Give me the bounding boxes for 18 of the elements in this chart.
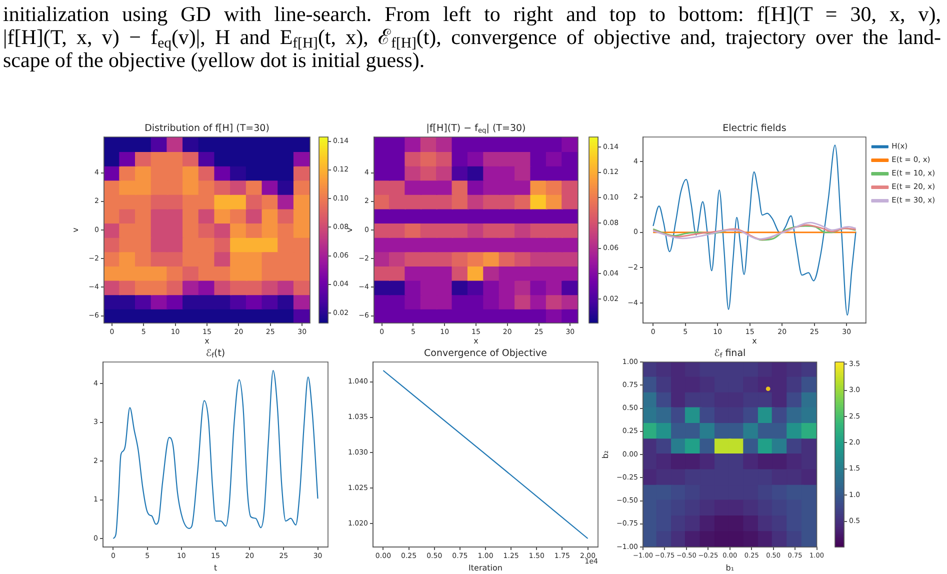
- line-series: [652, 144, 856, 316]
- chart-title: ℰ$_{f}$(t): [204, 348, 226, 360]
- x-axis-title: b₁: [726, 563, 734, 572]
- chart-title: Electric fields: [722, 123, 788, 135]
- chart-title: ℰ$_{f}$ final: [713, 348, 747, 360]
- y-axis-title: v: [70, 227, 80, 232]
- x-axis-title: x: [474, 336, 479, 346]
- chart-title: Convergence of Objective: [423, 348, 548, 360]
- chart-title: Distribution of f[H] (T=30): [144, 123, 270, 135]
- line-series: [112, 370, 318, 540]
- x-axis-title: t: [214, 563, 218, 572]
- chart-title: |f[H](T) − f$_{eq}$| (T=30): [425, 123, 527, 135]
- x-axis-title: x: [204, 336, 210, 346]
- y-axis-title: b₂: [600, 450, 610, 459]
- text: |f[H](T, x, v) − f$_{eq}$(v)|, H and E$_{f[H]}$(t, x), ℰ$_{f[H]}$(t), convergence of objective and, trajectory over the land-: [3, 25, 941, 52]
- text: initialization using GD with line-search. From left to right and top to bottom: f[H](T = 30, x, v),: [3, 2, 941, 26]
- x-axis-title: Iteration: [468, 563, 502, 572]
- x-axis-title: x: [752, 336, 758, 346]
